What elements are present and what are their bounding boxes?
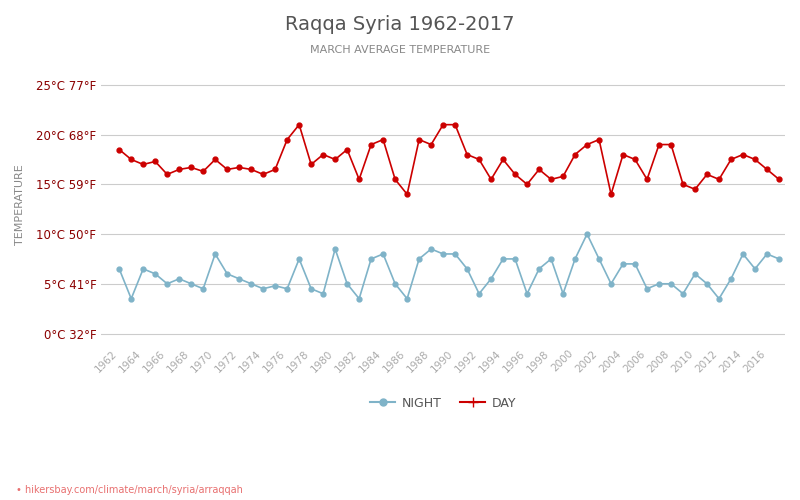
Text: Raqqa Syria 1962-2017: Raqqa Syria 1962-2017	[286, 15, 514, 34]
Text: • hikersbay.com/climate/march/syria/arraqqah: • hikersbay.com/climate/march/syria/arra…	[16, 485, 243, 495]
Legend: NIGHT, DAY: NIGHT, DAY	[366, 392, 521, 415]
Y-axis label: TEMPERATURE: TEMPERATURE	[15, 164, 25, 244]
Text: MARCH AVERAGE TEMPERATURE: MARCH AVERAGE TEMPERATURE	[310, 45, 490, 55]
